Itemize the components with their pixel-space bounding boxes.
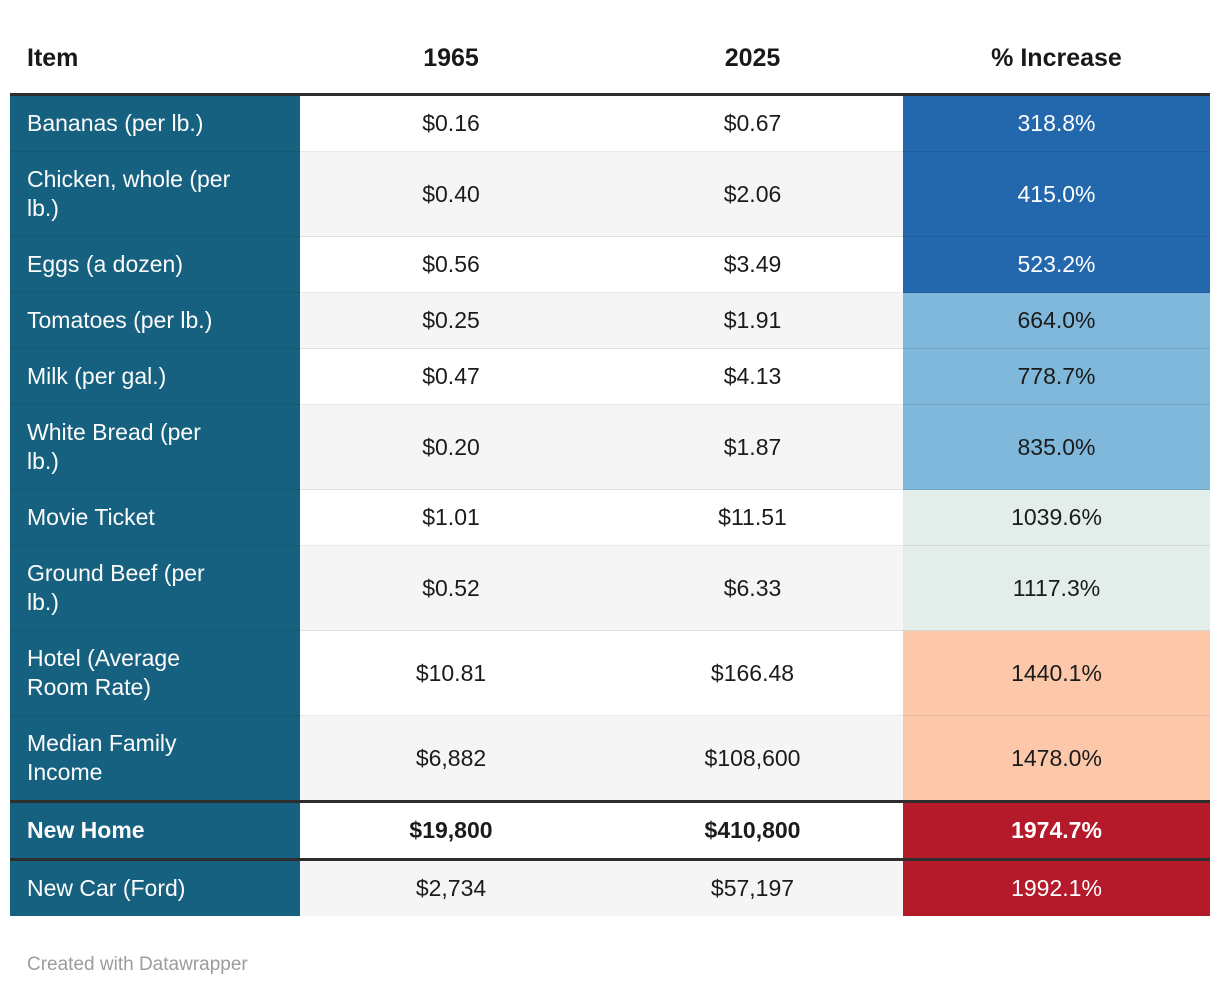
- table-row: Ground Beef (per lb.) $0.52 $6.33 1117.3…: [10, 545, 1210, 631]
- item-cell: Movie Ticket: [10, 489, 300, 546]
- price-2025-cell: $2.06: [602, 151, 903, 237]
- item-label: Ground Beef (per lb.): [27, 560, 205, 615]
- table-row: New Home $19,800 $410,800 1974.7%: [10, 800, 1210, 861]
- table-row: Movie Ticket $1.01 $11.51 1039.6%: [10, 489, 1210, 546]
- price-1965-cell: $0.56: [300, 236, 602, 293]
- price-1965-cell: $19,800: [300, 800, 602, 861]
- price-1965-cell: $0.52: [300, 545, 602, 631]
- item-label: Tomatoes (per lb.): [27, 307, 213, 333]
- price-2025-cell: $6.33: [602, 545, 903, 631]
- pct-increase-cell: 523.2%: [903, 236, 1210, 293]
- item-cell: Bananas (per lb.): [10, 94, 300, 152]
- price-2025-cell: $3.49: [602, 236, 903, 293]
- pct-increase-cell: 318.8%: [903, 94, 1210, 152]
- item-cell: Ground Beef (per lb.): [10, 545, 300, 631]
- item-label: New Home: [27, 817, 145, 843]
- item-label: Movie Ticket: [27, 504, 155, 530]
- price-2025-cell: $0.67: [602, 94, 903, 152]
- pct-increase-cell: 664.0%: [903, 292, 1210, 349]
- item-label: Bananas (per lb.): [27, 110, 204, 136]
- pct-increase-cell: 1974.7%: [903, 800, 1210, 861]
- price-1965-cell: $0.47: [300, 348, 602, 405]
- table-row: White Bread (per lb.) $0.20 $1.87 835.0%: [10, 404, 1210, 490]
- pct-increase-cell: 1039.6%: [903, 489, 1210, 546]
- price-1965-cell: $2,734: [300, 859, 602, 916]
- item-cell: New Car (Ford): [10, 859, 300, 916]
- item-label: New Car (Ford): [27, 875, 186, 901]
- pct-increase-cell: 1992.1%: [903, 859, 1210, 916]
- table-row: Median Family Income $6,882 $108,600 147…: [10, 715, 1210, 802]
- table-header: Item 1965 2025 % Increase: [10, 40, 1210, 96]
- column-header-increase: % Increase: [903, 40, 1210, 96]
- table-body: Bananas (per lb.) $0.16 $0.67 318.8% Chi…: [10, 94, 1210, 916]
- item-label: Milk (per gal.): [27, 363, 167, 389]
- column-header-item: Item: [10, 40, 300, 96]
- table-row: New Car (Ford) $2,734 $57,197 1992.1%: [10, 859, 1210, 916]
- price-1965-cell: $1.01: [300, 489, 602, 546]
- item-label: Median Family Income: [27, 730, 177, 785]
- table-row: Bananas (per lb.) $0.16 $0.67 318.8%: [10, 94, 1210, 152]
- item-cell: Eggs (a dozen): [10, 236, 300, 293]
- price-1965-cell: $6,882: [300, 715, 602, 802]
- item-cell: Chicken, whole (per lb.): [10, 151, 300, 237]
- column-header-1965: 1965: [300, 40, 602, 96]
- price-2025-cell: $410,800: [602, 800, 903, 861]
- column-header-2025: 2025: [602, 40, 903, 96]
- table-row: Chicken, whole (per lb.) $0.40 $2.06 415…: [10, 151, 1210, 237]
- attribution-text: Created with Datawrapper: [27, 954, 248, 975]
- table-row: Hotel (Average Room Rate) $10.81 $166.48…: [10, 630, 1210, 716]
- item-label: Chicken, whole (per lb.): [27, 166, 231, 221]
- item-cell: Tomatoes (per lb.): [10, 292, 300, 349]
- pct-increase-cell: 835.0%: [903, 404, 1210, 490]
- header-row: Item 1965 2025 % Increase: [10, 40, 1210, 96]
- price-2025-cell: $11.51: [602, 489, 903, 546]
- price-1965-cell: $0.40: [300, 151, 602, 237]
- table-row: Milk (per gal.) $0.47 $4.13 778.7%: [10, 348, 1210, 405]
- item-label: Eggs (a dozen): [27, 251, 183, 277]
- pct-increase-cell: 1117.3%: [903, 545, 1210, 631]
- item-cell: White Bread (per lb.): [10, 404, 300, 490]
- item-cell: Median Family Income: [10, 715, 300, 802]
- price-1965-cell: $10.81: [300, 630, 602, 716]
- item-label: Hotel (Average Room Rate): [27, 645, 180, 700]
- table-row: Eggs (a dozen) $0.56 $3.49 523.2%: [10, 236, 1210, 293]
- price-2025-cell: $1.87: [602, 404, 903, 490]
- price-2025-cell: $4.13: [602, 348, 903, 405]
- price-comparison-table: Item 1965 2025 % Increase Bananas (per l…: [10, 40, 1210, 916]
- item-cell: Milk (per gal.): [10, 348, 300, 405]
- price-2025-cell: $57,197: [602, 859, 903, 916]
- price-2025-cell: $108,600: [602, 715, 903, 802]
- item-cell: Hotel (Average Room Rate): [10, 630, 300, 716]
- item-label: White Bread (per lb.): [27, 419, 201, 474]
- pct-increase-cell: 1478.0%: [903, 715, 1210, 802]
- price-1965-cell: $0.20: [300, 404, 602, 490]
- table-row: Tomatoes (per lb.) $0.25 $1.91 664.0%: [10, 292, 1210, 349]
- pct-increase-cell: 778.7%: [903, 348, 1210, 405]
- price-2025-cell: $1.91: [602, 292, 903, 349]
- pct-increase-cell: 415.0%: [903, 151, 1210, 237]
- pct-increase-cell: 1440.1%: [903, 630, 1210, 716]
- price-1965-cell: $0.25: [300, 292, 602, 349]
- price-2025-cell: $166.48: [602, 630, 903, 716]
- price-1965-cell: $0.16: [300, 94, 602, 152]
- item-cell: New Home: [10, 800, 300, 861]
